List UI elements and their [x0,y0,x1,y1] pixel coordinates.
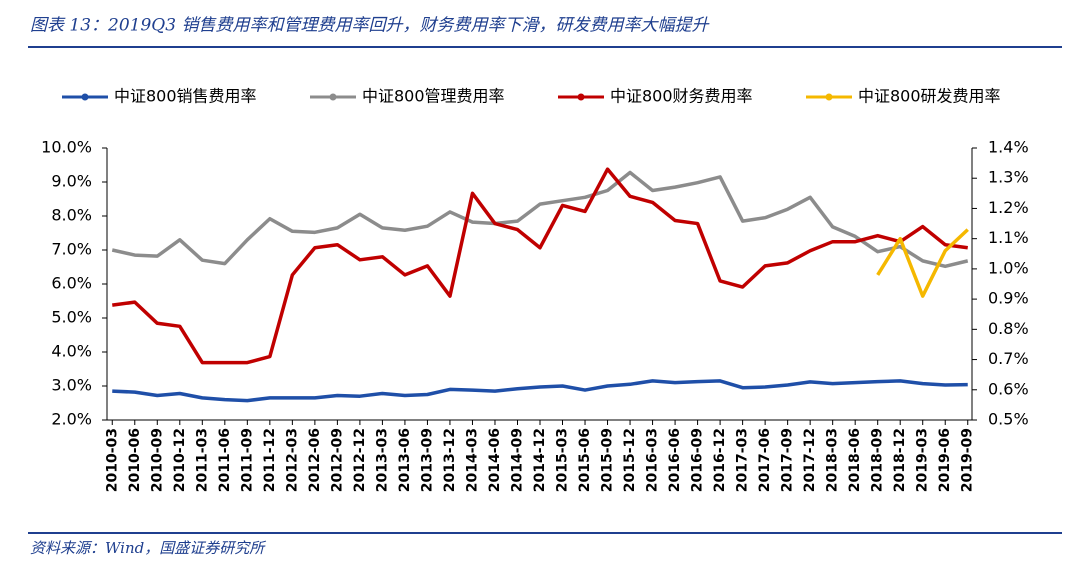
x-tick-label: 2010-03 [104,428,120,492]
x-tick-label: 2012-12 [352,428,368,492]
legend-label: 中证800管理费用率 [362,87,505,106]
x-tick-label: 2014-06 [487,428,503,492]
chart-title: 图表 13：2019Q3 销售费用率和管理费用率回升，财务费用率下滑，研发费用率… [30,16,710,36]
y2-tick-label: 0.5% [988,410,1029,429]
x-tick-label: 2010-09 [149,428,165,492]
y-tick-label: 10.0% [41,138,92,157]
y2-tick-label: 0.9% [988,289,1029,308]
x-tick-label: 2014-12 [532,428,548,492]
x-tick-label: 2016-12 [712,428,728,492]
y2-tick-label: 1.1% [988,228,1029,247]
x-tick-label: 2011-12 [262,428,278,492]
x-tick-label: 2015-12 [622,428,638,492]
x-tick-label: 2019-06 [937,428,953,492]
y-tick-label: 3.0% [51,376,92,395]
y2-tick-label: 1.2% [988,198,1029,217]
x-tick-label: 2012-06 [307,428,323,492]
x-tick-label: 2017-09 [780,428,796,492]
source: 资料来源：Wind，国盛证券研究所 [30,539,266,557]
y2-tick-label: 1.4% [988,138,1029,157]
y-tick-label: 6.0% [51,274,92,293]
x-tick-label: 2013-12 [442,428,458,492]
series-line [111,170,969,269]
y-tick-label: 2.0% [51,410,92,429]
y2-tick-label: 0.7% [988,349,1029,368]
x-tick-label: 2016-09 [690,428,706,492]
y2-tick-label: 1.3% [988,168,1029,187]
y2-tick-label: 0.8% [988,319,1029,338]
legend-marker [329,93,337,101]
y-tick-label: 4.0% [51,342,92,361]
x-tick-label: 2017-12 [802,428,818,492]
x-tick-label: 2016-03 [645,428,661,492]
legend-marker [577,93,585,101]
x-tick-label: 2016-06 [667,428,683,492]
series-line [876,228,969,298]
x-tick-label: 2018-03 [825,428,841,492]
x-tick-label: 2011-06 [217,428,233,492]
x-tick-label: 2012-09 [329,428,345,492]
x-tick-label: 2019-03 [915,428,931,492]
legend-label: 中证800研发费用率 [858,87,1001,106]
y2-tick-label: 0.6% [988,379,1029,398]
x-tick-label: 2017-03 [735,428,751,492]
x-tick-label: 2015-09 [600,428,616,492]
series-line [112,379,968,403]
x-tick-label: 2015-03 [555,428,571,492]
x-tick-label: 2014-09 [509,428,525,492]
x-tick-label: 2012-03 [284,428,300,492]
y-tick-label: 9.0% [51,172,92,191]
x-tick-label: 2014-03 [464,428,480,492]
series-line [112,167,968,365]
y-tick-label: 8.0% [51,206,92,225]
x-tick-label: 2013-03 [374,428,390,492]
x-tick-label: 2015-06 [577,428,593,492]
x-tick-label: 2011-03 [194,428,210,492]
legend-label: 中证800财务费用率 [610,87,753,106]
y2-tick-label: 1.0% [988,258,1029,277]
y-tick-label: 7.0% [51,240,92,259]
x-tick-label: 2013-06 [397,428,413,492]
x-tick-label: 2011-09 [239,428,255,492]
y-tick-label: 5.0% [51,308,92,327]
x-tick-label: 2010-06 [127,428,143,492]
x-tick-label: 2017-06 [757,428,773,492]
x-tick-label: 2013-09 [419,428,435,492]
x-tick-label: 2018-12 [892,428,908,492]
x-tick-label: 2019-09 [960,428,976,492]
legend-marker [825,93,833,101]
x-tick-label: 2010-12 [172,428,188,492]
x-tick-label: 2018-09 [870,428,886,492]
legend-marker [81,93,89,101]
legend-label: 中证800销售费用率 [114,87,257,106]
x-tick-label: 2018-06 [847,428,863,492]
